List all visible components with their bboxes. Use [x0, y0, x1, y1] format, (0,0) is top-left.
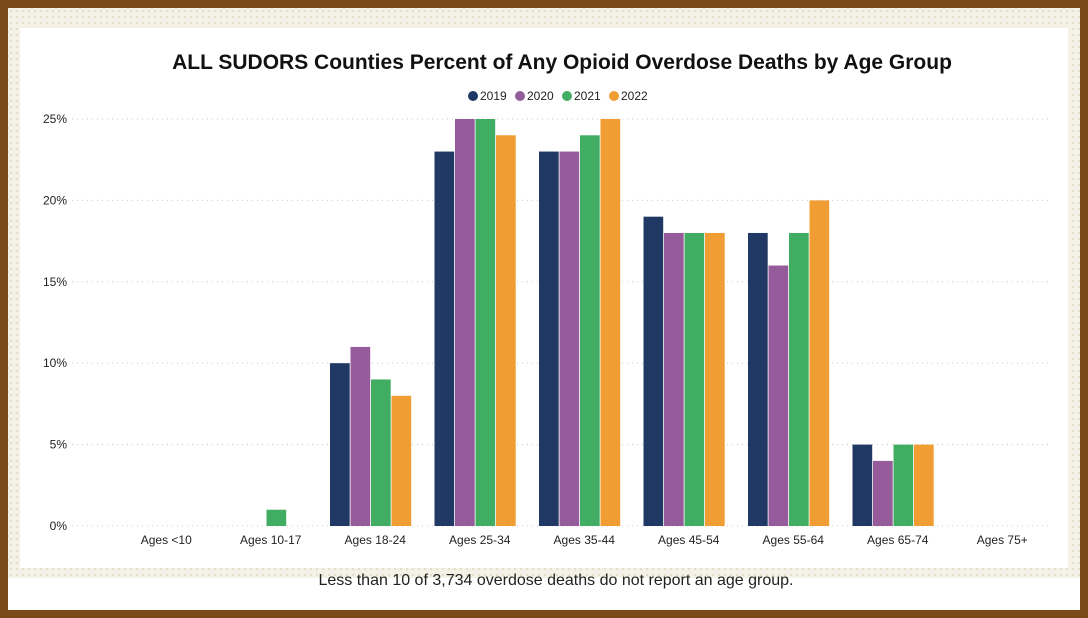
footnote: Less than 10 of 3,734 overdose deaths do… — [318, 572, 794, 589]
bar-2022-ages-65-74[interactable] — [914, 444, 934, 526]
chart-title: ALL SUDORS Counties Percent of Any Opioi… — [172, 51, 952, 74]
bar-2020-ages-55-64[interactable] — [768, 265, 789, 526]
legend-label: 2019 — [480, 89, 507, 103]
legend-marker — [515, 91, 525, 101]
legend: 2019 2020 2021 2022 — [468, 89, 648, 103]
bar-2021-ages-25-34[interactable] — [475, 119, 496, 526]
bar-2020-ages-25-34[interactable] — [455, 119, 475, 526]
bar-2020-ages-18-24[interactable] — [350, 346, 371, 526]
bar-2022-ages-35-44[interactable] — [600, 119, 621, 526]
legend-label: 2021 — [574, 89, 601, 103]
bar-2021-ages-45-54[interactable] — [684, 232, 705, 526]
x-tick-label: Ages 25-34 — [449, 533, 511, 547]
bar-2020-ages-45-54[interactable] — [664, 232, 684, 526]
y-tick-label: 0% — [50, 519, 68, 533]
bar-2019-ages-55-64[interactable] — [748, 232, 768, 526]
legend-label: 2022 — [621, 89, 648, 103]
y-axis: 0% 5% 10% 15% 20% 25% — [43, 112, 67, 533]
bar-2020-ages-65-74[interactable] — [873, 460, 893, 526]
bar-2022-ages-55-64[interactable] — [809, 200, 830, 526]
y-tick-label: 5% — [50, 438, 68, 452]
bar-2019-ages-18-24[interactable] — [330, 363, 350, 526]
bar-2019-ages-45-54[interactable] — [643, 216, 664, 526]
bar-2022-ages-25-34[interactable] — [496, 135, 516, 526]
y-tick-label: 15% — [43, 275, 67, 289]
y-tick-label: 20% — [43, 193, 67, 207]
x-tick-label: Ages 10-17 — [240, 533, 302, 547]
x-axis: Ages <10 Ages 10-17 Ages 18-24 Ages 25-34 Ag… — [141, 533, 1028, 547]
legend-marker — [609, 91, 619, 101]
y-tick-label: 25% — [43, 112, 67, 126]
y-tick-label: 10% — [43, 356, 67, 370]
x-tick-label: Ages 35-44 — [554, 533, 616, 547]
bar-2019-ages-65-74[interactable] — [852, 444, 873, 526]
bars — [266, 119, 934, 526]
x-tick-label: Ages 45-54 — [658, 533, 720, 547]
bar-2021-ages-10-17[interactable] — [266, 509, 287, 526]
bar-2021-ages-35-44[interactable] — [580, 135, 600, 526]
bar-2019-ages-35-44[interactable] — [539, 151, 559, 526]
legend-marker — [468, 91, 478, 101]
bar-2019-ages-25-34[interactable] — [434, 151, 455, 526]
footer-band — [8, 578, 1080, 610]
x-tick-label: Ages 75+ — [977, 533, 1028, 547]
bar-2021-ages-65-74[interactable] — [893, 444, 914, 526]
x-tick-label: Ages 65-74 — [867, 533, 929, 547]
bar-2021-ages-18-24[interactable] — [371, 379, 391, 526]
legend-label: 2020 — [527, 89, 554, 103]
bar-2022-ages-18-24[interactable] — [391, 395, 412, 526]
bar-2021-ages-55-64[interactable] — [789, 232, 809, 526]
bar-2020-ages-35-44[interactable] — [559, 151, 580, 526]
legend-marker — [562, 91, 572, 101]
x-tick-label: Ages 18-24 — [345, 533, 407, 547]
x-tick-label: Ages <10 — [141, 533, 192, 547]
bar-2022-ages-45-54[interactable] — [705, 232, 725, 526]
x-tick-label: Ages 55-64 — [763, 533, 825, 547]
